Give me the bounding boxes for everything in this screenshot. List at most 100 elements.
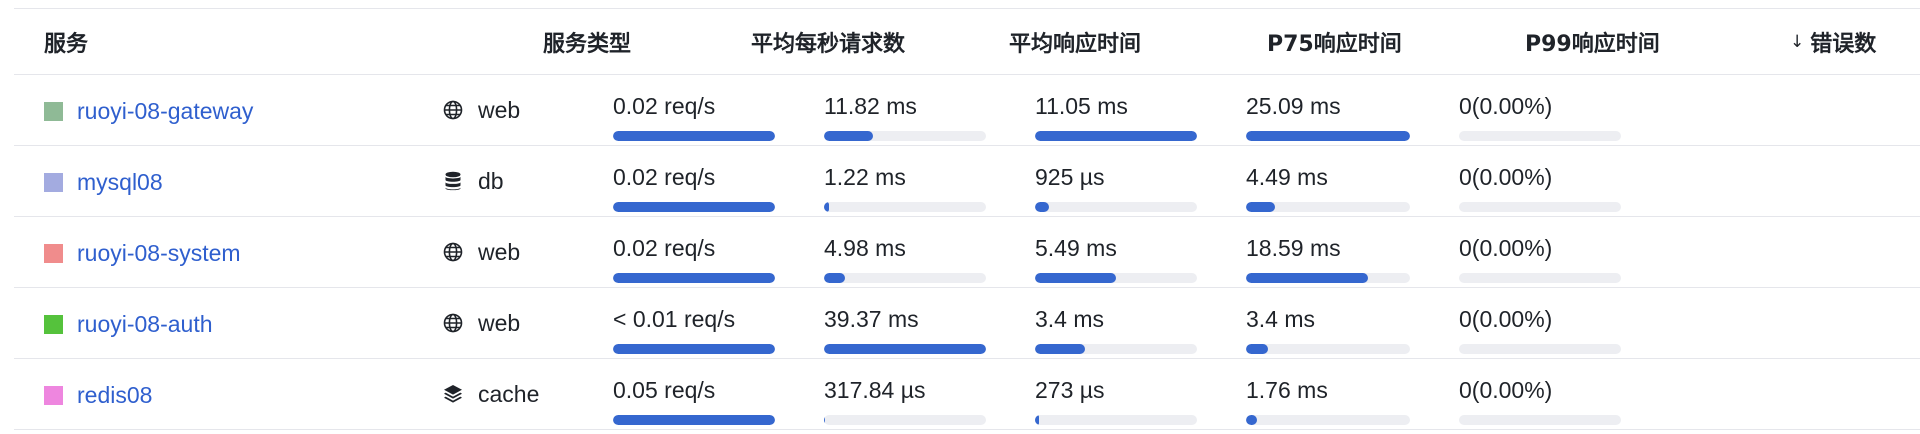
service-type-label: web <box>478 238 521 265</box>
service-color-swatch <box>44 385 63 405</box>
service-type-label: web <box>478 309 521 336</box>
service-name-link[interactable]: mysql08 <box>77 168 163 195</box>
avg-latency-bar-fill <box>824 202 830 212</box>
column-header-service[interactable]: 服务 <box>44 31 89 57</box>
avg-latency-cell: 11.82 ms <box>824 75 986 145</box>
p75-latency-cell: 5.49 ms <box>1035 217 1197 287</box>
avg-rps-bar-fill <box>613 131 775 141</box>
service-type-label: cache <box>478 380 540 407</box>
errors-bar <box>1459 131 1621 141</box>
p75-latency-value: 273 µs <box>1035 377 1105 403</box>
p75-latency-bar-fill <box>1035 344 1085 354</box>
column-header-p99-latency[interactable]: P99响应时间 <box>1525 31 1660 57</box>
column-header-avg-rps[interactable]: 平均每秒请求数 <box>751 31 906 57</box>
avg-rps-cell: 0.02 req/s <box>613 146 775 216</box>
errors-value: 0(0.00%) <box>1459 235 1553 261</box>
table-row: ruoyi-08-gateway web 0.02 req/s 11.82 ms… <box>14 75 1920 146</box>
p99-latency-value: 25.09 ms <box>1246 93 1341 119</box>
p75-latency-bar <box>1035 273 1197 283</box>
column-header-avg-latency[interactable]: 平均响应时间 <box>1009 31 1142 57</box>
column-header-p75-latency[interactable]: P75响应时间 <box>1267 31 1402 57</box>
service-color-swatch <box>44 101 63 121</box>
service-color-swatch <box>44 314 63 334</box>
service-cell: ruoyi-08-gateway <box>14 75 253 145</box>
table-row: ruoyi-08-auth web < 0.01 req/s 39.37 ms … <box>14 288 1920 359</box>
avg-latency-bar <box>824 273 986 283</box>
avg-latency-bar <box>824 131 986 141</box>
p75-latency-bar-fill <box>1035 415 1040 425</box>
globe-icon <box>442 241 464 263</box>
p99-latency-bar <box>1246 344 1410 354</box>
service-cell: mysql08 <box>14 146 163 216</box>
p99-latency-cell: 1.76 ms <box>1246 359 1410 429</box>
column-header-errors[interactable]: ↓ 错误数 <box>1790 31 1877 57</box>
service-color-swatch <box>44 172 63 192</box>
avg-latency-cell: 4.98 ms <box>824 217 986 287</box>
avg-latency-cell: 1.22 ms <box>824 146 986 216</box>
avg-latency-bar <box>824 344 986 354</box>
service-name-link[interactable]: redis08 <box>77 381 153 408</box>
avg-rps-cell: 0.02 req/s <box>613 217 775 287</box>
p75-latency-bar-fill <box>1035 131 1197 141</box>
p75-latency-value: 925 µs <box>1035 164 1105 190</box>
p75-latency-value: 3.4 ms <box>1035 306 1105 332</box>
avg-rps-bar <box>613 344 775 354</box>
p99-latency-value: 18.59 ms <box>1246 235 1341 261</box>
avg-latency-value: 4.98 ms <box>824 235 906 261</box>
avg-rps-value: < 0.01 req/s <box>613 306 736 332</box>
avg-rps-value: 0.02 req/s <box>613 235 716 261</box>
avg-latency-value: 1.22 ms <box>824 164 906 190</box>
p99-latency-bar <box>1246 273 1410 283</box>
p99-latency-cell: 3.4 ms <box>1246 288 1410 358</box>
avg-rps-value: 0.05 req/s <box>613 377 716 403</box>
service-type-cell: web <box>442 217 520 287</box>
errors-value: 0(0.00%) <box>1459 306 1553 332</box>
p99-latency-bar <box>1246 131 1410 141</box>
p75-latency-bar <box>1035 344 1197 354</box>
p99-latency-bar-fill <box>1246 344 1269 354</box>
errors-cell: 0(0.00%) <box>1459 217 1621 287</box>
p99-latency-cell: 18.59 ms <box>1246 217 1410 287</box>
service-cell: ruoyi-08-auth <box>14 288 213 358</box>
avg-latency-bar-fill <box>824 415 826 425</box>
p99-latency-bar-fill <box>1246 131 1410 141</box>
service-type-cell: web <box>442 288 520 358</box>
avg-rps-cell: 0.05 req/s <box>613 359 775 429</box>
avg-rps-value: 0.02 req/s <box>613 93 716 119</box>
p75-latency-cell: 3.4 ms <box>1035 288 1197 358</box>
service-name-link[interactable]: ruoyi-08-auth <box>77 310 213 337</box>
service-name-link[interactable]: ruoyi-08-system <box>77 239 241 266</box>
service-table: 服务 服务类型 平均每秒请求数 平均响应时间 P75响应时间 P99响应时间 ↓… <box>14 8 1920 430</box>
table-header: 服务 服务类型 平均每秒请求数 平均响应时间 P75响应时间 P99响应时间 ↓… <box>14 9 1920 75</box>
avg-rps-bar <box>613 131 775 141</box>
sort-descending-icon: ↓ <box>1790 31 1805 52</box>
p75-latency-bar <box>1035 415 1197 425</box>
p99-latency-cell: 25.09 ms <box>1246 75 1410 145</box>
avg-latency-bar-fill <box>824 344 986 354</box>
p75-latency-bar-fill <box>1035 273 1116 283</box>
p75-latency-cell: 11.05 ms <box>1035 75 1197 145</box>
p75-latency-cell: 273 µs <box>1035 359 1197 429</box>
avg-rps-bar-fill <box>613 415 775 425</box>
p99-latency-bar-fill <box>1246 273 1368 283</box>
service-name-link[interactable]: ruoyi-08-gateway <box>77 97 254 124</box>
avg-latency-cell: 39.37 ms <box>824 288 986 358</box>
p99-latency-cell: 4.49 ms <box>1246 146 1410 216</box>
avg-latency-bar <box>824 415 986 425</box>
avg-rps-bar-fill <box>613 344 775 354</box>
p75-latency-bar-fill <box>1035 202 1049 212</box>
errors-value: 0(0.00%) <box>1459 377 1553 403</box>
avg-latency-bar <box>824 202 986 212</box>
column-header-service-type[interactable]: 服务类型 <box>543 31 632 57</box>
p99-latency-value: 1.76 ms <box>1246 377 1328 403</box>
p99-latency-value: 3.4 ms <box>1246 306 1316 332</box>
errors-cell: 0(0.00%) <box>1459 75 1621 145</box>
avg-rps-bar-fill <box>613 273 775 283</box>
layers-icon <box>442 383 464 405</box>
avg-latency-bar-fill <box>824 273 845 283</box>
globe-icon <box>442 99 464 121</box>
errors-cell: 0(0.00%) <box>1459 288 1621 358</box>
service-cell: redis08 <box>14 359 152 429</box>
service-type-cell: cache <box>442 359 539 429</box>
errors-cell: 0(0.00%) <box>1459 359 1621 429</box>
